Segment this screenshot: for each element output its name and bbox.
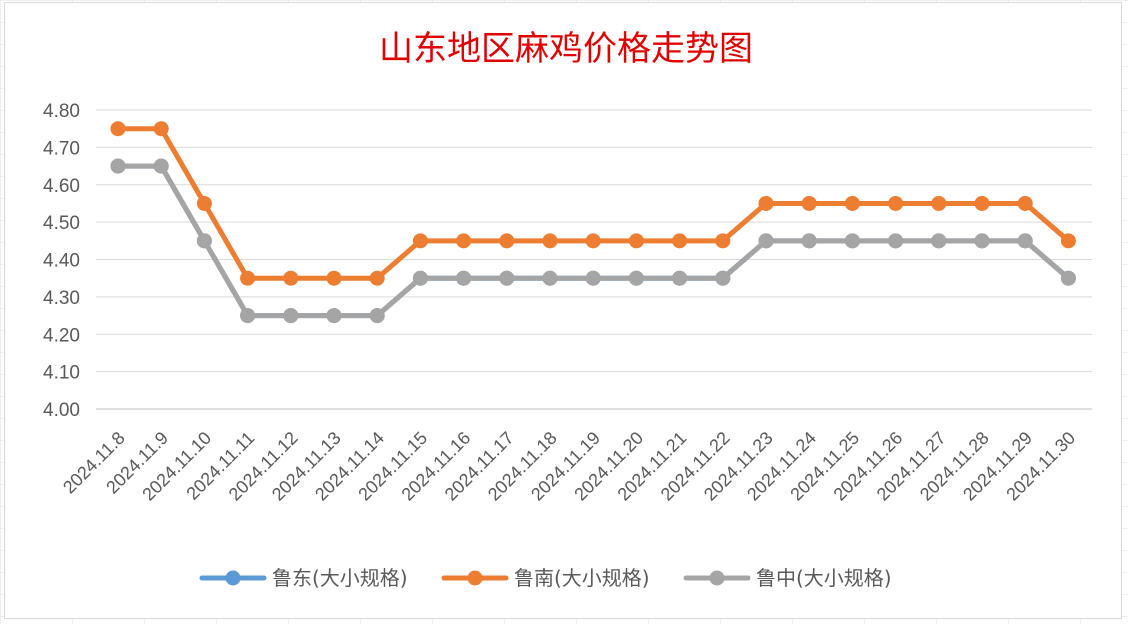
legend-marker-icon	[709, 570, 725, 586]
data-point[interactable]	[456, 270, 472, 286]
x-axis-ticks: 2024.11.82024.11.92024.11.102024.11.1120…	[59, 428, 1079, 505]
data-point[interactable]	[931, 195, 947, 211]
legend-marker-icon	[225, 570, 241, 586]
data-point[interactable]	[715, 233, 731, 249]
data-point[interactable]	[153, 158, 169, 174]
data-point[interactable]	[585, 233, 601, 249]
legend-marker-icon	[467, 570, 483, 586]
data-point[interactable]	[456, 233, 472, 249]
y-tick-label: 4.20	[43, 325, 80, 346]
series-3	[110, 158, 1076, 324]
data-point[interactable]	[369, 270, 385, 286]
legend-item-1[interactable]: 鲁东(大小规格)	[199, 566, 408, 590]
legend-item-2[interactable]: 鲁南(大小规格)	[441, 566, 650, 590]
data-point[interactable]	[153, 121, 169, 137]
y-tick-label: 4.60	[43, 176, 80, 197]
legend[interactable]: 鲁东(大小规格) 鲁南(大小规格) 鲁中(大小规格)	[199, 566, 892, 590]
data-point[interactable]	[1060, 233, 1076, 249]
data-point[interactable]	[283, 270, 299, 286]
data-point[interactable]	[974, 233, 990, 249]
data-point[interactable]	[585, 270, 601, 286]
data-point[interactable]	[542, 270, 558, 286]
data-point[interactable]	[801, 195, 817, 211]
data-point[interactable]	[672, 233, 688, 249]
data-point[interactable]	[499, 233, 515, 249]
legend-label: 鲁南(大小规格)	[514, 566, 650, 590]
data-point[interactable]	[672, 270, 688, 286]
data-point[interactable]	[326, 308, 342, 324]
y-tick-label: 4.10	[43, 363, 80, 384]
chart-title: 山东地区麻鸡价格走势图	[379, 29, 753, 69]
y-tick-label: 4.80	[43, 101, 80, 122]
data-point[interactable]	[326, 270, 342, 286]
data-point[interactable]	[196, 195, 212, 211]
data-point[interactable]	[499, 270, 515, 286]
data-point[interactable]	[240, 308, 256, 324]
data-point[interactable]	[758, 195, 774, 211]
data-point[interactable]	[931, 233, 947, 249]
data-point[interactable]	[844, 233, 860, 249]
data-point[interactable]	[715, 270, 731, 286]
series-line	[115, 126, 1071, 281]
y-tick-label: 4.40	[43, 251, 80, 272]
data-point[interactable]	[801, 233, 817, 249]
legend-item-3[interactable]: 鲁中(大小规格)	[683, 566, 892, 590]
data-point[interactable]	[974, 195, 990, 211]
data-point[interactable]	[888, 233, 904, 249]
data-point[interactable]	[1017, 195, 1033, 211]
y-tick-label: 4.70	[43, 138, 80, 159]
data-point[interactable]	[412, 233, 428, 249]
data-point[interactable]	[1017, 233, 1033, 249]
y-tick-label: 4.50	[43, 213, 80, 234]
data-point[interactable]	[412, 270, 428, 286]
chart-area[interactable]	[4, 2, 1122, 619]
legend-label: 鲁东(大小规格)	[272, 566, 408, 590]
data-point[interactable]	[240, 270, 256, 286]
data-point[interactable]	[369, 308, 385, 324]
data-point[interactable]	[196, 233, 212, 249]
series-2	[110, 121, 1076, 286]
y-tick-label: 4.30	[43, 288, 80, 309]
data-point[interactable]	[628, 233, 644, 249]
data-point[interactable]	[844, 195, 860, 211]
gridlines	[96, 109, 1092, 410]
data-point[interactable]	[110, 121, 126, 137]
data-point[interactable]	[283, 308, 299, 324]
data-point[interactable]	[888, 195, 904, 211]
data-point[interactable]	[542, 233, 558, 249]
y-tick-label: 4.00	[43, 400, 80, 421]
data-point[interactable]	[110, 158, 126, 174]
y-axis-ticks: 4.00 4.10 4.20 4.30 4.40 4.50 4.60 4.70 4.80	[43, 101, 80, 421]
legend-label: 鲁中(大小规格)	[756, 566, 892, 590]
data-point[interactable]	[758, 233, 774, 249]
data-point[interactable]	[628, 270, 644, 286]
data-point[interactable]	[1060, 270, 1076, 286]
series-group	[110, 121, 1076, 324]
